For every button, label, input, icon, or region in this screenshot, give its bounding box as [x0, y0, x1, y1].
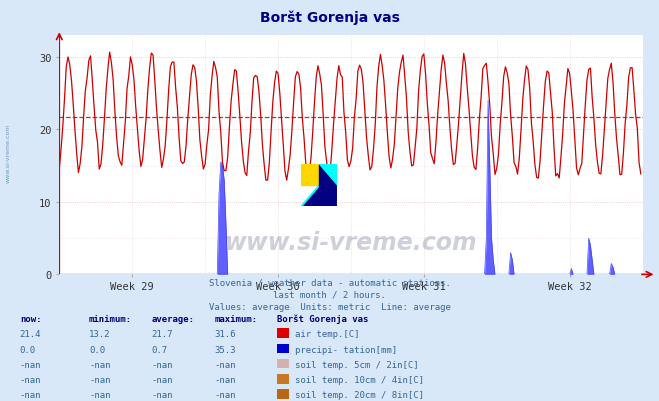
Bar [320, 164, 337, 207]
Text: www.si-vreme.com: www.si-vreme.com [225, 230, 477, 254]
Text: Boršt Gorenja vas: Boršt Gorenja vas [277, 314, 368, 324]
Text: www.si-vreme.com: www.si-vreme.com [5, 123, 11, 182]
Text: -nan: -nan [214, 360, 236, 369]
Text: 31.6: 31.6 [214, 330, 236, 338]
Text: 0.0: 0.0 [20, 345, 36, 354]
Text: -nan: -nan [20, 375, 42, 384]
Text: -nan: -nan [152, 391, 173, 399]
Text: Slovenia / weather data - automatic stations.: Slovenia / weather data - automatic stat… [208, 278, 451, 287]
Text: Boršt Gorenja vas: Boršt Gorenja vas [260, 11, 399, 25]
Text: 35.3: 35.3 [214, 345, 236, 354]
Text: 13.2: 13.2 [89, 330, 111, 338]
Text: -nan: -nan [89, 391, 111, 399]
Bar [301, 164, 320, 185]
Text: -nan: -nan [214, 375, 236, 384]
Text: 0.0: 0.0 [89, 345, 105, 354]
Text: -nan: -nan [152, 360, 173, 369]
Text: 0.7: 0.7 [152, 345, 167, 354]
Text: -nan: -nan [89, 360, 111, 369]
Text: minimum:: minimum: [89, 314, 132, 323]
Text: 21.7: 21.7 [152, 330, 173, 338]
Text: -nan: -nan [20, 360, 42, 369]
Text: Values: average  Units: metric  Line: average: Values: average Units: metric Line: aver… [208, 302, 451, 311]
Text: -nan: -nan [20, 391, 42, 399]
Text: soil temp. 5cm / 2in[C]: soil temp. 5cm / 2in[C] [295, 360, 418, 369]
Text: 21.4: 21.4 [20, 330, 42, 338]
Text: precipi- tation[mm]: precipi- tation[mm] [295, 345, 397, 354]
Text: soil temp. 10cm / 4in[C]: soil temp. 10cm / 4in[C] [295, 375, 424, 384]
Text: -nan: -nan [152, 375, 173, 384]
Text: soil temp. 20cm / 8in[C]: soil temp. 20cm / 8in[C] [295, 391, 424, 399]
Text: average:: average: [152, 314, 194, 323]
Polygon shape [304, 188, 320, 207]
Text: now:: now: [20, 314, 42, 323]
Text: -nan: -nan [89, 375, 111, 384]
Text: air temp.[C]: air temp.[C] [295, 330, 359, 338]
Text: last month / 2 hours.: last month / 2 hours. [273, 290, 386, 299]
Text: -nan: -nan [214, 391, 236, 399]
Polygon shape [301, 185, 320, 207]
Text: maximum:: maximum: [214, 314, 257, 323]
Polygon shape [320, 164, 337, 185]
